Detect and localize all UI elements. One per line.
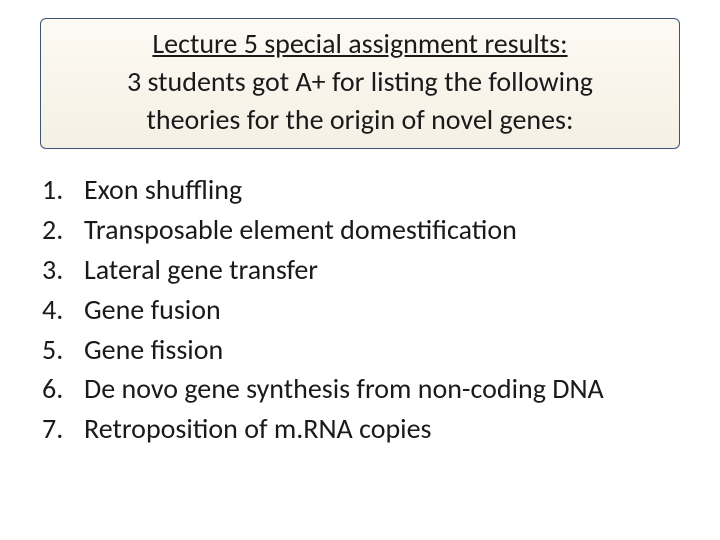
- header-box: Lecture 5 special assignment results: 3 …: [40, 18, 680, 149]
- list-number: 5.: [42, 332, 84, 367]
- list-item: 3. Lateral gene transfer: [42, 251, 690, 289]
- list-item: 1. Exon shuffling: [42, 171, 690, 209]
- list-number: 7.: [42, 411, 84, 446]
- list-number: 1.: [42, 172, 84, 207]
- list-number: 2.: [42, 212, 84, 247]
- numbered-list: 1. Exon shuffling 2. Transposable elemen…: [30, 171, 690, 448]
- list-item: 2. Transposable element domestification: [42, 211, 690, 249]
- list-text: Retroposition of m.RNA copies: [84, 410, 431, 448]
- list-text: De novo gene synthesis from non-coding D…: [84, 370, 604, 408]
- list-number: 3.: [42, 252, 84, 287]
- header-title: Lecture 5 special assignment results:: [61, 25, 659, 63]
- list-text: Lateral gene transfer: [84, 251, 318, 289]
- list-item: 4. Gene fusion: [42, 291, 690, 329]
- list-text: Gene fusion: [84, 291, 221, 329]
- list-text: Exon shuffling: [84, 171, 242, 209]
- slide: Lecture 5 special assignment results: 3 …: [0, 0, 720, 540]
- list-text: Transposable element domestification: [84, 211, 517, 249]
- header-sub-line-1: 3 students got A+ for listing the follow…: [61, 63, 659, 101]
- list-item: 6. De novo gene synthesis from non-codin…: [42, 370, 690, 408]
- list-text: Gene fission: [84, 331, 223, 369]
- header-sub-line-2: theories for the origin of novel genes:: [61, 101, 659, 139]
- list-number: 6.: [42, 371, 84, 406]
- list-item: 5. Gene fission: [42, 331, 690, 369]
- list-number: 4.: [42, 292, 84, 327]
- list-item: 7. Retroposition of m.RNA copies: [42, 410, 690, 448]
